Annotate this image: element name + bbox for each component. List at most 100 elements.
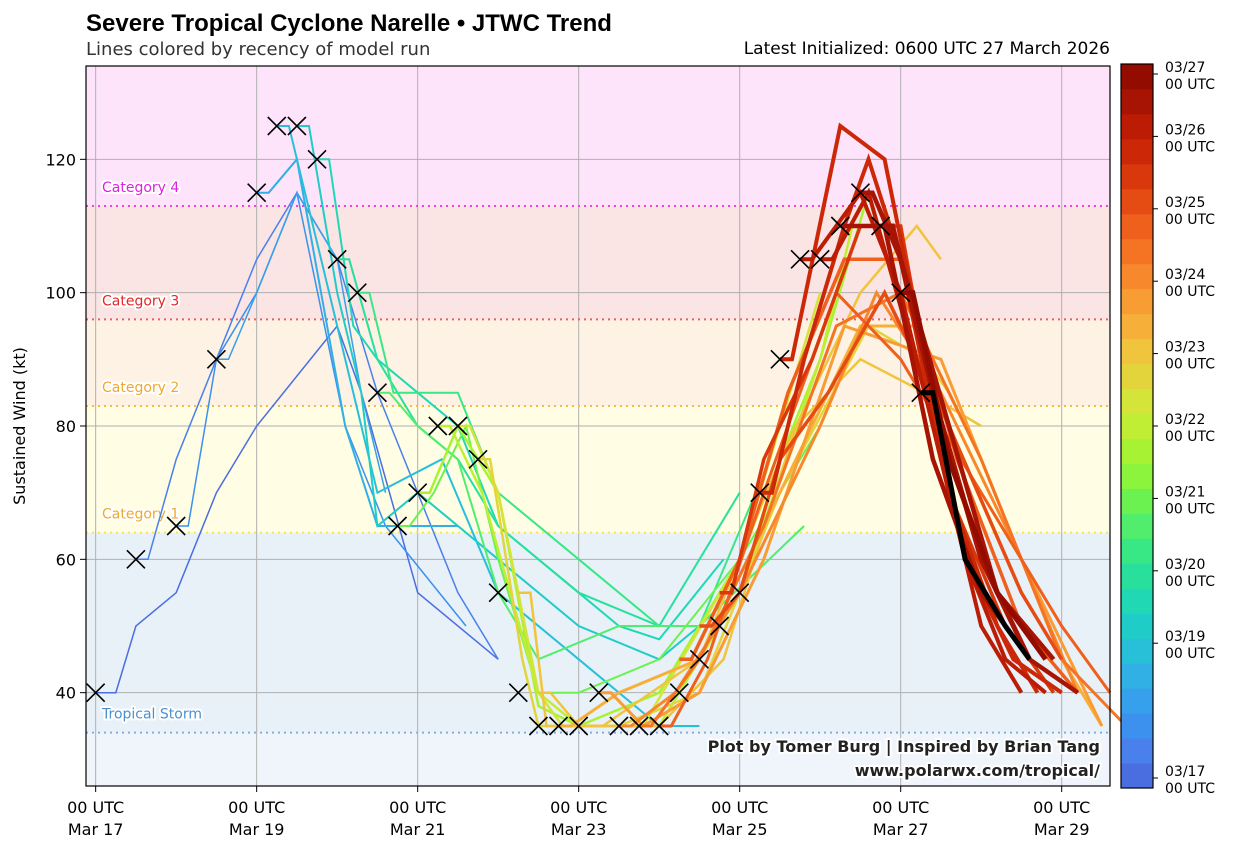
colorbar-segment bbox=[1121, 288, 1153, 315]
forecast-line bbox=[296, 125, 701, 661]
colorbar-segment bbox=[1121, 363, 1153, 390]
colorbar-segment bbox=[1121, 488, 1153, 514]
colorbar-label-time: 00 UTC bbox=[1165, 781, 1215, 797]
x-tick-label-date: Mar 25 bbox=[712, 820, 768, 839]
colorbar-segment bbox=[1121, 438, 1153, 464]
colorbar-label-date: 03/20 bbox=[1165, 557, 1205, 573]
x-tick-label-time: 00 UTC bbox=[389, 798, 446, 817]
colorbar-label-time: 00 UTC bbox=[1165, 212, 1215, 228]
initial-marker bbox=[871, 216, 891, 236]
colorbar-label-time: 00 UTC bbox=[1165, 501, 1215, 517]
latest-initialized-label: Latest Initialized: 0600 UTC 27 March 20… bbox=[744, 39, 1110, 59]
y-axis-label: Sustained Wind (kt) bbox=[10, 347, 29, 505]
x-tick-label-time: 00 UTC bbox=[872, 798, 929, 817]
forecast-lines bbox=[95, 122, 1128, 728]
initial-marker bbox=[589, 683, 609, 703]
initial-marker bbox=[528, 716, 548, 736]
x-tick-label-date: Mar 23 bbox=[551, 820, 607, 839]
forecast-line bbox=[699, 288, 1064, 661]
colorbar-label-time: 00 UTC bbox=[1165, 646, 1215, 662]
x-marker-icon bbox=[428, 416, 448, 436]
x-marker-icon bbox=[267, 116, 287, 136]
x-marker-icon bbox=[750, 483, 770, 503]
initial-marker bbox=[267, 116, 287, 136]
x-marker-icon bbox=[589, 683, 609, 703]
x-marker-icon bbox=[790, 249, 810, 269]
colorbar-segment bbox=[1121, 138, 1153, 165]
x-marker-icon bbox=[649, 716, 669, 736]
initial-marker bbox=[790, 249, 810, 269]
x-marker-icon bbox=[327, 249, 347, 269]
x-marker-icon bbox=[709, 616, 730, 636]
x-marker-icon bbox=[86, 683, 106, 703]
x-marker-icon bbox=[508, 683, 528, 703]
x-tick-label-date: Mar 17 bbox=[68, 820, 124, 839]
y-tick-label: 80 bbox=[56, 417, 76, 436]
x-marker-icon bbox=[891, 283, 911, 303]
colorbar-segment bbox=[1121, 64, 1153, 90]
colorbar-segment bbox=[1121, 313, 1153, 340]
forecast-line bbox=[920, 390, 1032, 661]
initial-marker bbox=[488, 583, 508, 603]
initial-marker bbox=[387, 516, 408, 536]
colorbar-segment bbox=[1121, 763, 1153, 789]
x-tick-label-time: 00 UTC bbox=[550, 798, 607, 817]
colorbar-label-date: 03/27 bbox=[1165, 60, 1205, 76]
category-threshold-lines bbox=[86, 205, 1110, 734]
colorbar-label-date: 03/23 bbox=[1165, 340, 1205, 356]
initial-marker bbox=[850, 183, 871, 203]
x-marker-icon bbox=[770, 349, 790, 369]
x-marker-icon bbox=[528, 716, 548, 736]
initial-marker bbox=[770, 349, 790, 369]
initial-marker bbox=[307, 149, 327, 169]
initial-marker bbox=[669, 683, 689, 703]
y-tick-label: 40 bbox=[56, 684, 76, 703]
forecast-line bbox=[457, 292, 822, 728]
initial-marker bbox=[367, 383, 387, 403]
chart-title: Severe Tropical Cyclone Narelle • JTWC T… bbox=[86, 10, 612, 37]
colorbar-segment bbox=[1121, 463, 1153, 489]
y-axis: 40 60 80 100 120 bbox=[45, 150, 86, 703]
colorbar-segment bbox=[1121, 413, 1153, 439]
x-marker-icon bbox=[689, 649, 709, 669]
forecast-line bbox=[618, 289, 1080, 728]
colorbar-label-time: 00 UTC bbox=[1165, 429, 1215, 445]
initial-marker bbox=[810, 249, 830, 269]
initial-marker bbox=[750, 483, 770, 503]
category-label: Category 3 bbox=[102, 293, 179, 309]
colorbar-label-date: 03/21 bbox=[1165, 484, 1205, 500]
x-marker-icon bbox=[287, 116, 307, 136]
band-category-4 bbox=[86, 66, 1110, 206]
credit-line-1: Plot by Tomer Burg | Inspired by Brian T… bbox=[708, 737, 1100, 757]
forecast-line bbox=[256, 157, 458, 527]
x-marker-icon bbox=[871, 216, 891, 236]
x-tick-label-time: 00 UTC bbox=[228, 798, 285, 817]
x-marker-icon bbox=[850, 183, 871, 203]
colorbar-segment bbox=[1121, 188, 1153, 215]
colorbar-label-time: 00 UTC bbox=[1165, 139, 1215, 155]
x-marker-icon bbox=[669, 683, 689, 703]
initial-marker bbox=[609, 716, 629, 736]
initial-marker bbox=[649, 716, 669, 736]
colorbar-label-time: 00 UTC bbox=[1165, 77, 1215, 93]
x-marker-icon bbox=[387, 516, 408, 536]
forecast-line bbox=[779, 122, 1063, 695]
colorbar-label-time: 00 UTC bbox=[1165, 574, 1215, 590]
colorbar-label-date: 03/24 bbox=[1165, 267, 1205, 283]
colorbar-segment bbox=[1121, 538, 1153, 564]
colorbar-segment bbox=[1121, 163, 1153, 190]
initial-marker bbox=[508, 683, 528, 703]
initial-marker bbox=[709, 616, 730, 636]
colorbar-segment bbox=[1121, 238, 1153, 265]
colorbar-segment bbox=[1121, 388, 1153, 415]
initial-marker bbox=[830, 216, 850, 236]
initial-marker bbox=[468, 449, 488, 469]
colorbar-segment bbox=[1121, 663, 1153, 689]
x-tick-label-time: 00 UTC bbox=[711, 798, 768, 817]
x-marker-icon bbox=[206, 349, 226, 369]
forecast-line bbox=[95, 324, 499, 694]
initial-marker bbox=[166, 516, 186, 536]
category-label: Tropical Storm bbox=[101, 707, 202, 723]
forecast-line bbox=[900, 290, 1048, 661]
